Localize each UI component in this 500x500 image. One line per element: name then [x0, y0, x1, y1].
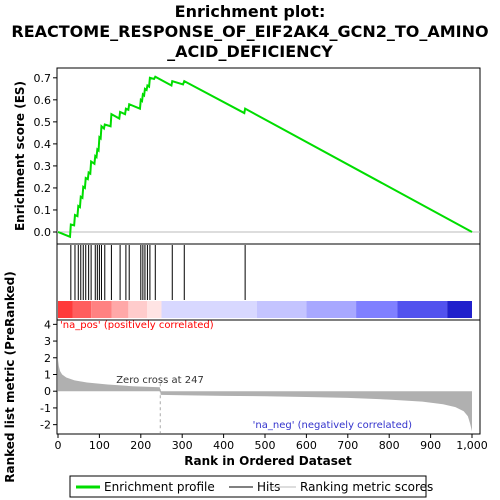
color-bar-segment: [161, 301, 257, 318]
metric-y-tick-label: -1: [40, 402, 51, 415]
color-bar-segment: [111, 301, 129, 318]
es-y-tick-label: 0.7: [34, 72, 52, 85]
x-tick-label: 600: [296, 439, 317, 452]
x-tick-label: 200: [130, 439, 151, 452]
title-line-2: REACTOME_RESPONSE_OF_EIF2AK4_GCN2_TO_AMI…: [11, 22, 488, 41]
es-y-axis-label: Enrichment score (ES): [13, 81, 27, 231]
es-y-tick-label: 0.0: [34, 226, 52, 239]
color-bar-segment: [447, 301, 472, 318]
color-bar-segment: [72, 301, 92, 318]
es-y-tick-label: 0.5: [34, 116, 52, 129]
hit-marks: [70, 245, 246, 300]
color-bar-segment: [306, 301, 357, 318]
color-bar-segment: [58, 301, 73, 318]
color-bar-segment: [128, 301, 148, 318]
negative-label: 'na_neg' (negatively correlated): [253, 420, 412, 431]
legend-label-hits: Hits: [257, 480, 280, 494]
es-y-tick-label: 0.3: [34, 160, 52, 173]
es-y-tick-label: 0.1: [34, 204, 52, 217]
es-panel-frame: [56, 67, 481, 245]
legend-label-enrichment: Enrichment profile: [104, 480, 215, 494]
metric-y-axis-label: Ranked list metric (PreRanked): [3, 271, 17, 483]
metric-y-tick-label: 0: [44, 385, 51, 398]
x-tick-label: 400: [213, 439, 234, 452]
title-line-1: Enrichment plot:: [175, 2, 326, 21]
metric-y-tick-label: 3: [44, 335, 51, 348]
x-tick-label: 500: [255, 439, 276, 452]
x-tick-label: 700: [337, 439, 358, 452]
color-bar-segment: [356, 301, 398, 318]
x-axis-label: Rank in Ordered Dataset: [184, 454, 352, 468]
metric-y-tick-label: 4: [44, 318, 51, 331]
metric-y-axis: -2 -1 0 1 2 3 4: [40, 318, 57, 432]
x-axis: 0 100 200 300 400 500 600 700 800 900 1,000: [55, 434, 488, 452]
chart-title: Enrichment plot: REACTOME_RESPONSE_OF_EI…: [11, 2, 488, 61]
enrichment-profile-line: [57, 75, 473, 239]
positive-label: 'na_pos' (positively correlated): [60, 320, 214, 331]
zero-cross-label: Zero cross at 247: [116, 375, 204, 386]
legend: Enrichment profile Hits Ranking metric s…: [69, 475, 433, 498]
es-y-tick-label: 0.2: [34, 182, 52, 195]
metric-y-tick-label: 2: [44, 352, 51, 365]
x-tick-label: 100: [89, 439, 110, 452]
rank-color-bar: [58, 301, 472, 318]
ranking-metric-area: [58, 359, 472, 432]
x-tick-label: 900: [420, 439, 441, 452]
x-tick-label: 1,000: [456, 439, 488, 452]
legend-label-metric: Ranking metric scores: [300, 480, 433, 494]
es-y-tick-label: 0.4: [34, 138, 52, 151]
metric-panel-frame: [56, 319, 481, 435]
x-tick-label: 800: [379, 439, 400, 452]
color-bar-segment: [91, 301, 112, 318]
color-bar-segment: [397, 301, 448, 318]
x-tick-label: 300: [172, 439, 193, 452]
metric-y-tick-label: 1: [44, 368, 51, 381]
color-bar-segment: [147, 301, 162, 318]
color-bar-segment: [256, 301, 307, 318]
es-y-axis: 0.0 0.1 0.2 0.3 0.4 0.5 0.6 0.7: [34, 72, 57, 239]
metric-y-tick-label: -2: [40, 419, 51, 432]
title-line-3: _ACID_DEFICIENCY: [167, 42, 333, 61]
es-y-tick-label: 0.6: [34, 94, 52, 107]
x-tick-label: 0: [55, 439, 62, 452]
